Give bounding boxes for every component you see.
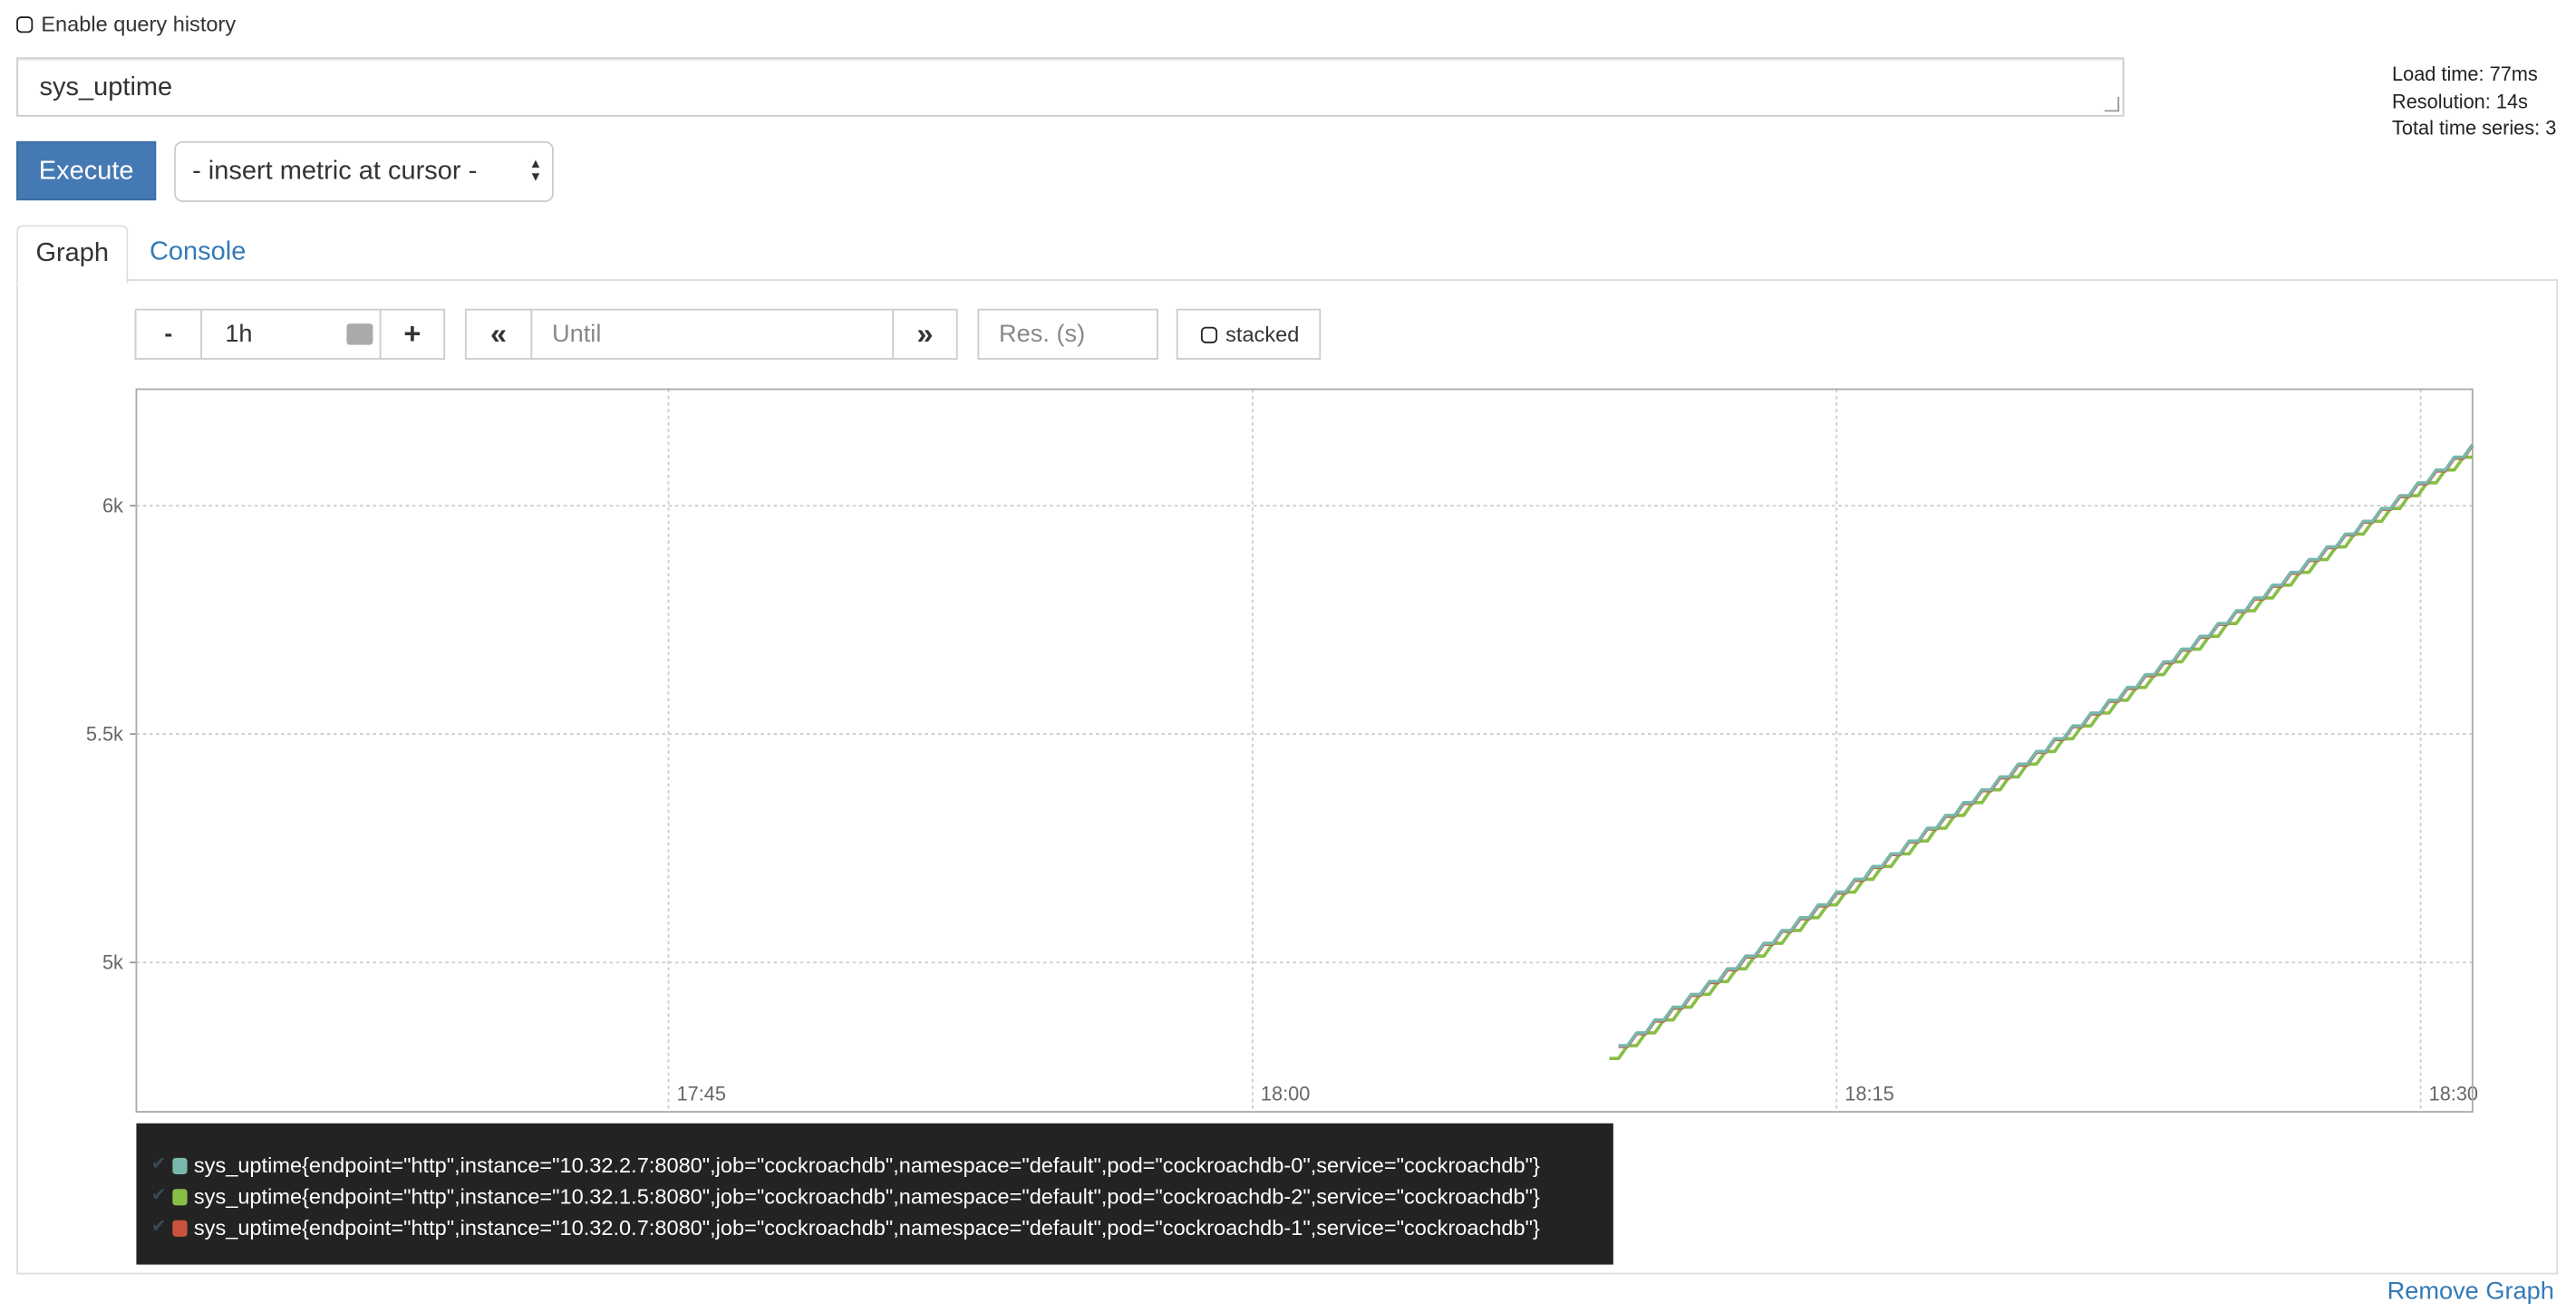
check-icon[interactable]: ✔ <box>150 1217 167 1237</box>
check-icon[interactable]: ✔ <box>150 1185 167 1206</box>
stacked-toggle[interactable]: stacked <box>1176 308 1322 360</box>
legend-item[interactable]: ✔ sys_uptime{endpoint="http",instance="10… <box>136 1181 1612 1211</box>
resolution: Resolution: 14s <box>2392 89 2528 113</box>
legend-item[interactable]: ✔ sys_uptime{endpoint="http",instance="10… <box>136 1212 1612 1243</box>
legend-item[interactable]: ✔ sys_uptime{endpoint="http",instance="10… <box>136 1150 1612 1181</box>
until-input[interactable]: Until <box>530 308 894 360</box>
resolution-input[interactable]: Res. (s) <box>977 308 1158 360</box>
load-time: Load time: 77ms <box>2392 62 2538 86</box>
insert-metric-selected: - insert metric at cursor - <box>192 158 478 186</box>
check-icon[interactable]: ✔ <box>150 1154 167 1174</box>
query-history-checkbox[interactable] <box>16 15 34 33</box>
legend-label: sys_uptime{endpoint="http",instance="10.… <box>193 1153 1540 1178</box>
legend-label: sys_uptime{endpoint="http",instance="10.… <box>193 1183 1540 1209</box>
execute-button[interactable]: Execute <box>16 140 157 201</box>
x-tick-label: 18:15 <box>1845 1082 1893 1105</box>
graph-panel <box>16 279 2559 1275</box>
stacked-label: stacked <box>1225 322 1300 347</box>
plot-frame <box>135 388 2474 1113</box>
series-swatch <box>172 1156 188 1174</box>
back-button[interactable]: « <box>464 308 533 360</box>
uptime-chart[interactable]: 5k 5.5k 6k 17:45 18:00 18:15 18:30 <box>0 0 2576 1150</box>
forward-button[interactable]: » <box>892 308 958 360</box>
select-arrows-icon: ▲ ▼ <box>528 156 543 184</box>
increase-range-button[interactable]: + <box>379 308 446 360</box>
resize-handle-icon[interactable] <box>2104 96 2120 112</box>
remove-graph-link[interactable]: Remove Graph <box>2387 1278 2554 1306</box>
expression-input[interactable]: sys_uptime <box>16 57 2125 117</box>
x-tick-label: 17:45 <box>677 1082 726 1105</box>
legend: ✔ sys_uptime{endpoint="http",instance="10… <box>136 1123 1613 1265</box>
series-line-0 <box>1618 443 2474 1047</box>
y-tick-label: 6k <box>102 494 123 516</box>
query-stats: Load time: 77ms Resolution: 14s Total ti… <box>2392 61 2556 142</box>
range-value: 1h <box>225 320 253 349</box>
legend-label: sys_uptime{endpoint="http",instance="10.… <box>193 1215 1540 1240</box>
x-tick-label: 18:00 <box>1261 1082 1310 1105</box>
datepicker-icon[interactable] <box>346 323 373 345</box>
stacked-checkbox[interactable] <box>1200 325 1218 342</box>
tab-console[interactable]: Console <box>149 237 247 266</box>
enable-query-history[interactable]: Enable query history <box>16 12 236 36</box>
series-swatch <box>172 1219 188 1236</box>
expression-value: sys_uptime <box>39 73 173 102</box>
x-tick-label: 18:30 <box>2429 1082 2478 1105</box>
total-time-series: Total time series: 3 <box>2392 116 2557 140</box>
query-history-label: Enable query history <box>41 11 237 36</box>
range-input[interactable]: 1h <box>200 308 382 360</box>
y-tick-label: 5.5k <box>86 722 123 745</box>
y-tick-label: 5k <box>102 950 123 973</box>
series-swatch <box>172 1188 188 1205</box>
insert-metric-select[interactable]: - insert metric at cursor - ▲ ▼ <box>174 140 554 202</box>
tab-graph[interactable]: Graph <box>16 225 129 285</box>
